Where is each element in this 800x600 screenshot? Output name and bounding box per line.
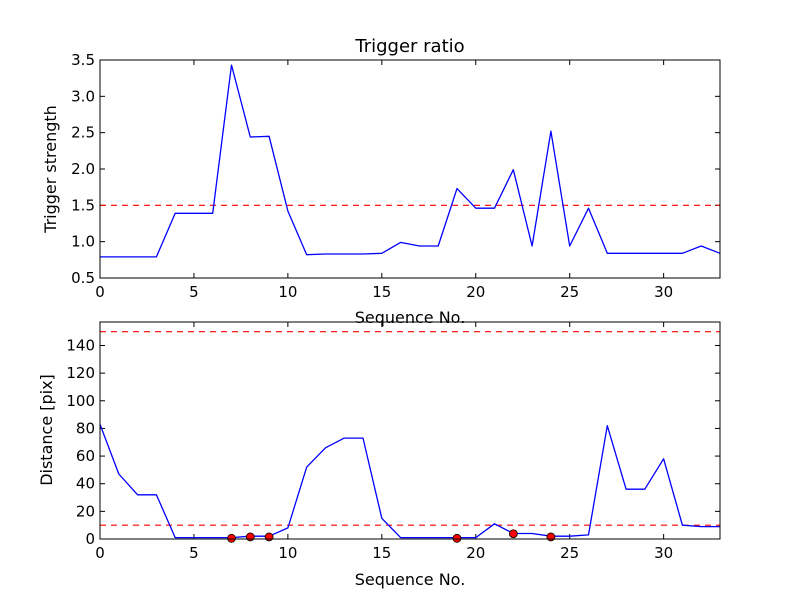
y-tick-label: 60	[76, 447, 95, 465]
x-tick-label: 30	[654, 544, 673, 562]
y-tick-label: 40	[76, 475, 95, 493]
threshold-layer	[100, 331, 720, 526]
y-tick-label: 0.5	[71, 269, 95, 287]
data-point-marker	[264, 532, 274, 542]
x-tick-label: 10	[278, 544, 297, 562]
x-tick-label: 5	[189, 283, 199, 301]
y-tick-label: 80	[76, 419, 95, 437]
marker-layer	[227, 529, 556, 543]
series-layer	[99, 424, 720, 539]
x-axis-label: Sequence No.	[355, 570, 466, 589]
x-tick-label: 25	[560, 283, 579, 301]
series-line	[99, 424, 720, 539]
x-tick-label: 10	[278, 283, 297, 301]
x-tick-label: 20	[466, 283, 485, 301]
y-axis-label: Trigger strength	[41, 105, 60, 234]
series-line	[100, 64, 721, 258]
x-tick-label: 20	[466, 544, 485, 562]
y-axis-label: Distance [pix]	[37, 374, 56, 486]
y-tick-label: 3.5	[71, 51, 95, 69]
x-tick-label: 30	[654, 283, 673, 301]
x-tick-label: 0	[95, 283, 105, 301]
tick-layer: 0 5 10 15 20 25 30 0 20 40 60 80 100 120 140	[66, 322, 720, 562]
y-tick-label: 20	[76, 502, 95, 520]
plot-frame	[99, 321, 721, 540]
y-tick-label: 1.5	[71, 196, 95, 214]
tick-layer: 0 5 10 15 20 25 30 0.5 1.0 1.5 2.0 2.5 3.0 3.5	[71, 51, 720, 301]
x-tick-label: 0	[95, 544, 105, 562]
x-tick-label: 15	[372, 544, 391, 562]
data-point-marker	[452, 533, 462, 543]
plot-frame	[99, 59, 721, 279]
data-point-marker	[508, 529, 518, 539]
y-tick-label: 2.0	[71, 160, 95, 178]
y-tick-label: 2.5	[71, 124, 95, 142]
x-tick-label: 15	[372, 283, 391, 301]
y-tick-label: 3.0	[71, 87, 95, 105]
distance-plot: Sequence No. Distance [pix] 0 5 10 15 20 25 30…	[37, 321, 721, 589]
data-point-marker	[245, 532, 255, 542]
x-tick-label: 25	[560, 544, 579, 562]
data-point-marker	[546, 532, 556, 542]
trigger-ratio-plot: Trigger ratio Sequence No. Trigger stren…	[41, 36, 721, 327]
y-tick-label: 1.0	[71, 233, 95, 251]
series-layer	[100, 64, 721, 258]
y-tick-label: 100	[66, 392, 95, 410]
data-point-marker	[227, 533, 236, 543]
y-tick-label: 140	[66, 336, 95, 354]
x-tick-label: 5	[189, 544, 199, 562]
x-axis-label: Sequence No.	[355, 308, 466, 327]
y-tick-label: 0	[85, 530, 95, 548]
chart-title: Trigger ratio	[354, 36, 464, 57]
y-tick-label: 120	[66, 364, 95, 382]
